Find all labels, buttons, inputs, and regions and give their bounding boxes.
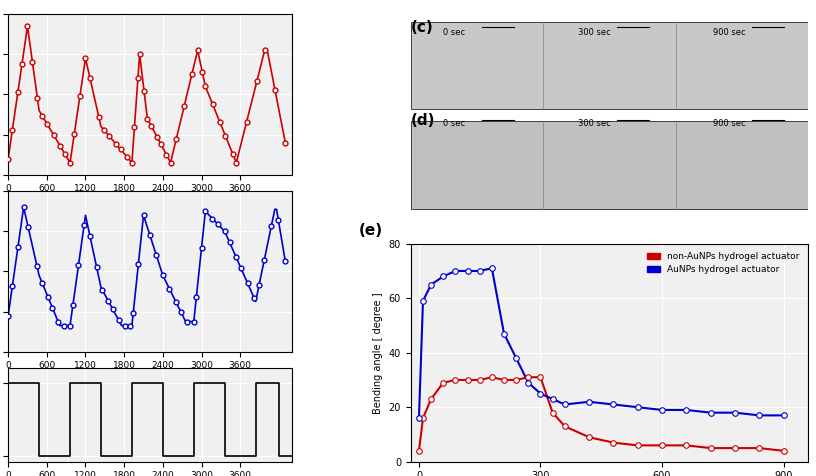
Text: 300 sec: 300 sec [578, 28, 610, 37]
Text: 300 sec: 300 sec [578, 119, 610, 129]
Text: (e): (e) [359, 223, 384, 238]
Text: (d): (d) [410, 113, 435, 129]
FancyBboxPatch shape [410, 121, 808, 208]
Text: 900 sec: 900 sec [712, 28, 745, 37]
Text: (c): (c) [410, 20, 433, 35]
Text: 900 sec: 900 sec [712, 119, 745, 129]
X-axis label: Time [ sec ]: Time [ sec ] [122, 210, 179, 220]
Text: 0 sec: 0 sec [442, 119, 465, 129]
Text: 0 sec: 0 sec [442, 28, 465, 37]
Legend: non-AuNPs hydrogel actuator, AuNPs hydrogel actuator: non-AuNPs hydrogel actuator, AuNPs hydro… [643, 248, 803, 278]
Y-axis label: Bending angle [ degree ]: Bending angle [ degree ] [373, 292, 384, 414]
FancyBboxPatch shape [410, 22, 808, 109]
X-axis label: Time [ sec ]: Time [ sec ] [122, 387, 179, 397]
